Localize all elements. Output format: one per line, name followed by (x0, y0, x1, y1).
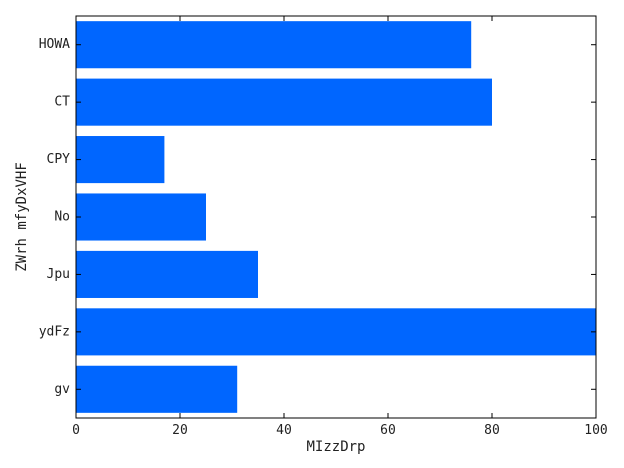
bars-group (76, 21, 596, 413)
y-tick-label: No (54, 210, 70, 225)
y-tick-label: CT (54, 95, 70, 110)
bar-cpy (76, 136, 165, 184)
x-tick-label: 80 (484, 423, 500, 438)
x-tick-label: 0 (72, 423, 80, 438)
bar-gv (76, 365, 238, 413)
y-tick-label: gv (54, 382, 70, 397)
x-tick-label: 40 (276, 423, 292, 438)
bar-howa (76, 21, 472, 69)
x-tick-label: 60 (380, 423, 396, 438)
x-tick-label: 20 (172, 423, 188, 438)
y-axis-label: ZWrh mfyDxVHF (14, 162, 30, 272)
y-axis-ticks: HOWA CT CPY No Jpu ydFz gv (39, 37, 596, 397)
x-tick-label: 100 (584, 423, 607, 438)
y-tick-label: Jpu (47, 267, 70, 282)
x-axis-label: MIzzDrp (306, 439, 365, 455)
y-tick-label: ydFz (39, 324, 70, 339)
y-tick-label: CPY (47, 152, 71, 167)
bar-no (76, 193, 206, 241)
bar-ct (76, 78, 492, 126)
bar-jpu (76, 250, 258, 298)
y-tick-label: HOWA (39, 37, 70, 52)
bar-ydfz (76, 308, 596, 356)
x-axis-ticks: 0 20 40 60 80 100 (72, 16, 608, 438)
